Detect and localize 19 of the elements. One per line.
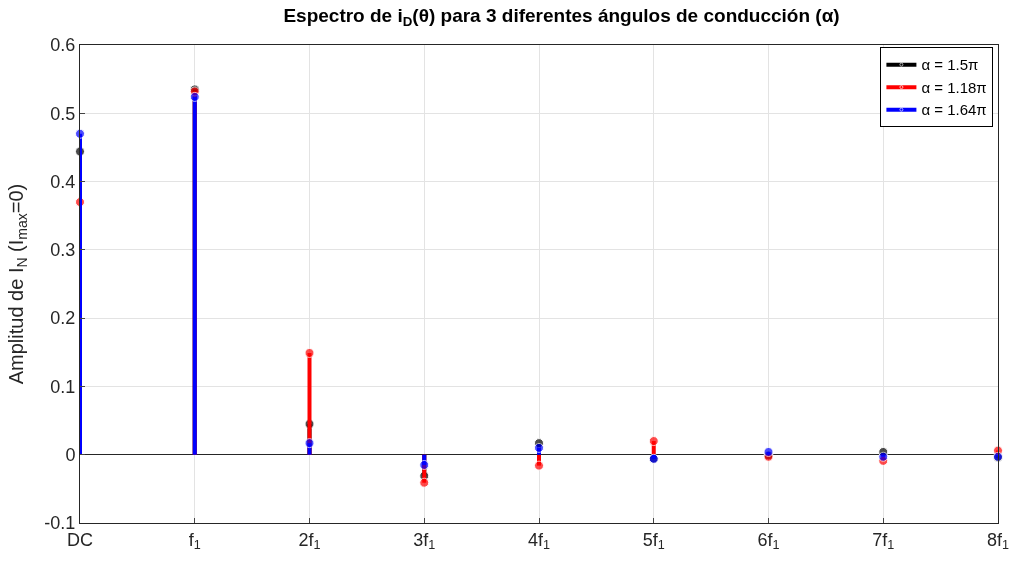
y-tick-label: 0.4 xyxy=(50,171,76,192)
y-tick-label: 0.2 xyxy=(50,308,76,329)
y-tick-label: 0 xyxy=(65,445,76,466)
x-tick-label: 5f$_{1}$ xyxy=(642,529,665,553)
x-tick-label: 4f$_{1}$ xyxy=(527,529,551,553)
y-tick-label: 0.3 xyxy=(50,240,76,261)
y-tick-label: 0.1 xyxy=(50,376,76,397)
x-tick-label: 2f$_{1}$ xyxy=(298,529,321,553)
x-tick-label: 6f$_{1}$ xyxy=(757,529,780,553)
x-tick-label: 7f$_{1}$ xyxy=(872,529,895,553)
y-tick-label: 0.5 xyxy=(50,103,76,124)
legend-label: α = 1.5π xyxy=(921,56,979,74)
y-tick-label: 0.6 xyxy=(50,35,76,56)
legend-label: α = 1.64π xyxy=(921,101,987,119)
x-tick-label: 3f$_{1}$ xyxy=(413,529,436,553)
x-tick-label: f$_{1}$ xyxy=(188,529,201,553)
x-tick-label: 8f$_{1}$ xyxy=(986,529,1010,553)
legend-label: α = 1.18π xyxy=(921,78,987,96)
chart-title: Espectro de i$_{D}$(θ) para 3 diferentes ángulos de conducción (α) xyxy=(283,4,840,29)
